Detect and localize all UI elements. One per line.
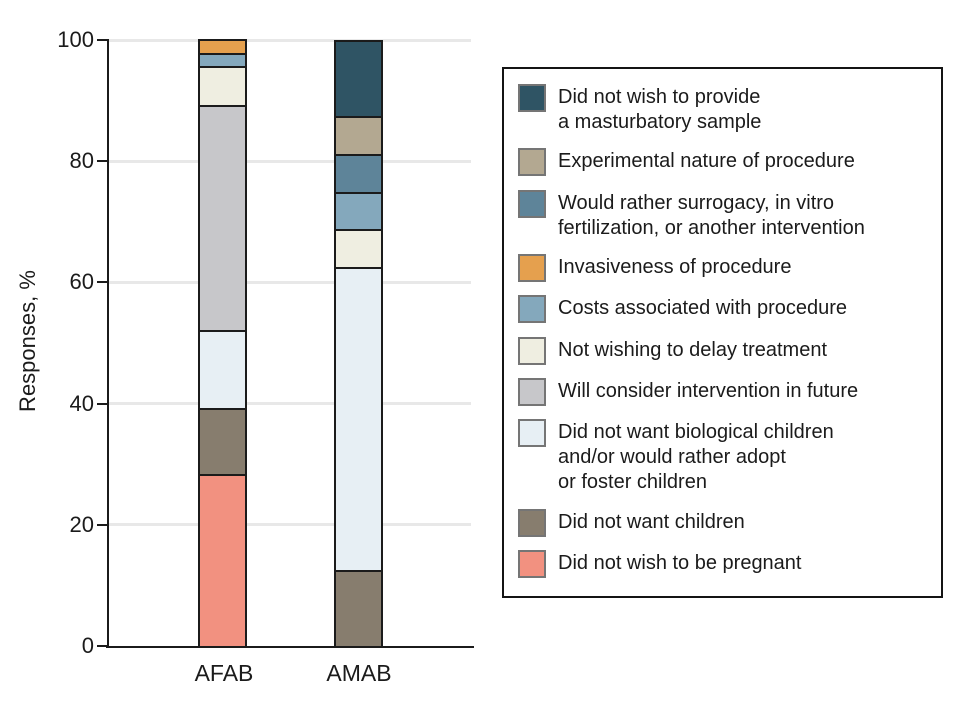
legend-swatch: [518, 295, 546, 324]
legend-item: Did not wish to be pregnant: [518, 549, 927, 578]
legend-label: Experimental nature of procedure: [558, 150, 855, 173]
y-tick-label: 80: [69, 148, 94, 174]
bar-segment: [334, 570, 383, 648]
y-tick: [97, 645, 109, 647]
bar-segment: [198, 105, 247, 332]
bar-segment: [334, 153, 383, 194]
legend-item: Not wishing to delay treatment: [518, 336, 927, 365]
y-tick-label: 0: [81, 633, 94, 658]
legend-swatch: [518, 549, 546, 578]
x-category-label-afab: AFAB: [194, 660, 254, 686]
legend-swatch: [518, 336, 546, 365]
bar-segment: [334, 229, 383, 270]
y-tick: [97, 281, 109, 284]
legend-swatch: [518, 508, 546, 537]
legend-label: Will consider intervention in future: [558, 379, 859, 402]
bar-segment: [198, 474, 247, 648]
legend-item: Will consider intervention in future: [518, 377, 927, 406]
x-category-label-amab: AMAB: [326, 660, 392, 686]
x-axis-line: [106, 646, 474, 648]
legend-label: Did not wish to provide a masturbatory s…: [558, 86, 762, 133]
legend-swatch: [518, 189, 546, 218]
legend-label: Did not wish to be pregnant: [558, 551, 802, 574]
bar-amab: [334, 40, 383, 648]
y-tick-label: 20: [69, 511, 94, 537]
legend-label: Would rather surrogacy, in vitro fertili…: [558, 191, 865, 239]
legend-label: Not wishing to delay treatment: [558, 338, 828, 361]
legend-box: Did not wish to provide a masturbatory s…: [502, 67, 943, 598]
legend-label: Did not want biological children and/or …: [558, 421, 834, 494]
legend-item: Invasiveness of procedure: [518, 253, 927, 282]
y-tick-label: 100: [57, 27, 94, 52]
gridline: [109, 38, 471, 42]
gridline: [109, 523, 471, 527]
legend-item: Experimental nature of procedure: [518, 148, 927, 177]
legend-item: Would rather surrogacy, in vitro fertili…: [518, 189, 927, 241]
legend-swatch: [518, 419, 546, 448]
bar-segment: [334, 191, 383, 232]
bar-segment: [198, 329, 247, 411]
gridline: [109, 159, 471, 163]
legend-swatch: [518, 253, 546, 282]
legend-item: Costs associated with procedure: [518, 295, 927, 324]
y-tick-label: 40: [69, 390, 94, 416]
legend-label: Did not want children: [558, 510, 745, 533]
y-tick: [97, 402, 109, 405]
y-tick: [97, 160, 109, 163]
gridline: [109, 280, 471, 284]
y-tick-label: 60: [69, 269, 94, 295]
bar-segment: [334, 115, 383, 156]
bar-afab: [198, 39, 247, 648]
bar-segment: [198, 66, 247, 108]
y-tick: [97, 39, 109, 41]
legend-item: Did not want biological children and/or …: [518, 419, 927, 495]
y-axis-line: [107, 39, 109, 648]
bar-segment: [334, 40, 383, 118]
legend-item: Did not wish to provide a masturbatory s…: [518, 84, 927, 135]
legend-label: Costs associated with procedure: [558, 297, 848, 320]
y-tick: [97, 523, 109, 526]
gridline: [109, 402, 471, 406]
bar-segment: [198, 408, 247, 477]
legend-item: Did not want children: [518, 508, 927, 537]
legend-swatch: [518, 377, 546, 406]
legend-swatch: [518, 84, 546, 112]
legend-label: Invasiveness of procedure: [558, 255, 792, 278]
legend-swatch: [518, 148, 546, 177]
bar-segment: [334, 267, 383, 573]
